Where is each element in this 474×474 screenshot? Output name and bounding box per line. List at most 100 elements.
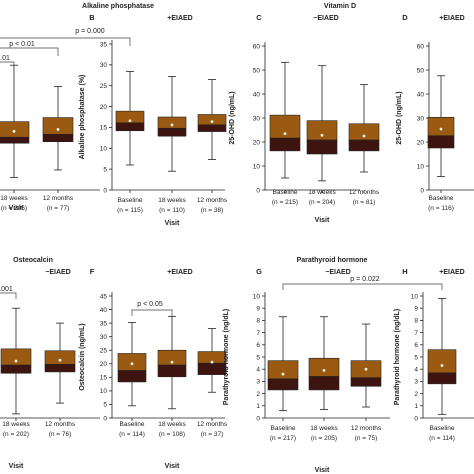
panel-letter: C (256, 13, 262, 22)
x-tick-label: Baseline (271, 425, 296, 432)
group-label: −EIAED (325, 269, 350, 276)
box-plot-0 (0, 307, 32, 421)
x-tick-label: 12 months (349, 189, 380, 196)
box-plot-1 (157, 315, 187, 421)
y-tick-label: 30 (417, 115, 425, 122)
x-tick-label: 18 weeks (158, 197, 186, 204)
y-tick-label: 4 (414, 367, 418, 374)
mean-marker (440, 364, 444, 367)
mean-marker (364, 367, 368, 371)
x-tick-label: 12 months (197, 421, 228, 428)
x-axis-label: Visit (315, 217, 330, 224)
box-upper-quartile (348, 123, 380, 141)
box-upper-quartile (42, 117, 74, 135)
y-tick-label: 4 (256, 367, 260, 374)
p-value-label: p = 0.022 (350, 276, 379, 283)
group-label: +EIAED (439, 15, 464, 22)
y-tick-label: 0 (420, 187, 424, 194)
y-axis-label: 25-OHD (ng/mL) (229, 91, 236, 144)
x-axis-label: Visit (9, 463, 24, 470)
box-upper-quartile (427, 349, 457, 374)
x-tick-label: 12 months (45, 421, 76, 428)
y-tick-label: 9 (256, 306, 260, 313)
y-tick-label: 6 (414, 342, 418, 349)
panel-title: Alkaline phosphatase (82, 3, 154, 10)
y-tick-label: 30 (253, 115, 261, 122)
box-plot-1 (306, 65, 338, 193)
x-tick-label: (n = 215) (272, 199, 298, 206)
group-label: +EIAED (167, 269, 192, 276)
box-plot-2 (348, 84, 380, 193)
y-tick-label: 0 (103, 187, 107, 194)
x-tick-label: 18 weeks (0, 195, 28, 202)
mean-marker (128, 119, 132, 123)
x-tick-label: (n = 77) (47, 205, 70, 212)
box-upper-quartile (157, 116, 187, 129)
mean-marker (12, 129, 16, 133)
box-lower-quartile (348, 139, 380, 152)
box-lower-quartile (44, 364, 76, 373)
x-tick-label: 12 months (197, 197, 228, 204)
x-axis-label: Visit (165, 463, 180, 470)
y-tick-label: 10 (253, 163, 261, 170)
y-tick-label: 10 (100, 146, 108, 153)
box-lower-quartile (0, 136, 30, 144)
y-tick-label: 40 (100, 307, 108, 314)
box-plot-2 (350, 323, 382, 421)
box-upper-quartile (44, 350, 76, 365)
x-tick-label: (n = 206) (1, 205, 27, 212)
box-plot-0 (269, 61, 301, 193)
panel-title: Parathyroid hormone (297, 257, 368, 264)
box-upper-quartile (117, 353, 147, 371)
y-tick-label: 8 (414, 318, 418, 325)
mean-marker (170, 360, 174, 364)
y-axis-label: Alkaline phosphatase (%) (79, 75, 86, 160)
box-lower-quartile (157, 127, 187, 137)
significance-bracket (0, 47, 59, 56)
y-tick-label: 1 (256, 403, 260, 410)
y-tick-label: 20 (253, 139, 261, 146)
panel-letter: D (402, 13, 408, 22)
panel-letter: B (89, 13, 95, 22)
mean-marker (170, 123, 174, 127)
box-upper-quartile (427, 116, 455, 137)
mean-marker (14, 359, 18, 363)
y-tick-label: 25 (100, 348, 108, 355)
y-tick-label: 5 (256, 354, 260, 361)
y-tick-label: 35 (100, 41, 108, 48)
box-plot-0 (117, 322, 147, 421)
x-tick-label: (n = 115) (117, 207, 143, 214)
y-tick-label: 5 (414, 354, 418, 361)
box-lower-quartile (197, 124, 227, 132)
y-tick-label: 20 (100, 361, 108, 368)
y-tick-label: 15 (100, 125, 108, 132)
box-lower-quartile (117, 370, 147, 383)
x-axis-label: Visit (315, 467, 330, 474)
x-tick-label: 12 months (43, 195, 74, 202)
box-upper-quartile (0, 348, 32, 366)
box-plot-2 (197, 79, 227, 193)
x-tick-label: (n = 114) (119, 431, 145, 438)
x-tick-label: Baseline (118, 197, 143, 204)
x-tick-label: (n = 38) (201, 207, 224, 214)
mean-marker (210, 360, 214, 364)
box-upper-quartile (308, 357, 340, 377)
y-tick-label: 10 (253, 293, 261, 300)
box-lower-quartile (427, 372, 457, 385)
y-tick-label: 20 (100, 104, 108, 111)
y-tick-label: 60 (253, 43, 261, 50)
y-tick-label: 0 (256, 187, 260, 194)
y-tick-label: 50 (417, 67, 425, 74)
y-tick-label: 60 (417, 43, 425, 50)
x-tick-label: (n = 108) (159, 431, 185, 438)
y-tick-label: 9 (414, 306, 418, 313)
mean-marker (322, 369, 326, 372)
y-tick-label: 2 (256, 391, 260, 398)
y-tick-label: 0 (256, 415, 260, 422)
p-value-label: p < 0.05 (137, 301, 163, 308)
x-tick-label: (n = 76) (49, 431, 72, 438)
x-tick-label: Baseline (120, 421, 145, 428)
x-axis-label: Visit (9, 205, 24, 212)
box-plot-0 (427, 75, 455, 193)
mean-marker (362, 134, 366, 138)
